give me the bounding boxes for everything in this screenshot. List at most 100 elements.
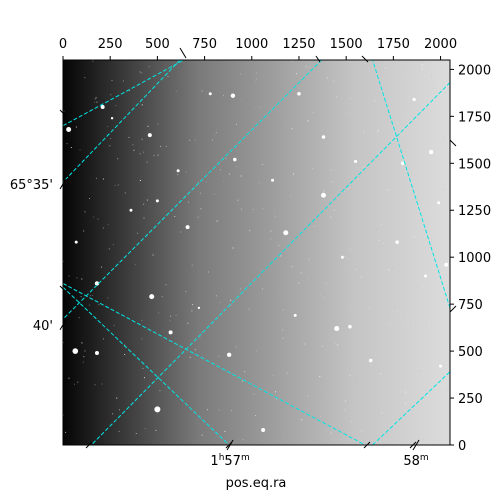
grid-edge-tick xyxy=(449,305,457,313)
noise-speck xyxy=(388,317,390,318)
noise-speck xyxy=(254,106,256,108)
noise-speck xyxy=(402,104,404,106)
noise-speck xyxy=(108,248,110,250)
noise-speck xyxy=(429,329,431,331)
grid-line xyxy=(63,60,181,183)
ra-tick-mark xyxy=(412,439,420,451)
noise-speck xyxy=(263,207,265,209)
noise-speck xyxy=(361,276,362,278)
noise-speck xyxy=(153,155,155,157)
noise-speck xyxy=(101,383,103,385)
noise-speck xyxy=(304,343,306,345)
noise-speck xyxy=(78,317,80,319)
noise-speck xyxy=(334,169,336,171)
noise-speck xyxy=(377,152,379,154)
noise-speck xyxy=(434,407,436,409)
noise-speck xyxy=(378,231,380,233)
noise-speck xyxy=(242,439,244,441)
noise-speck xyxy=(83,230,85,232)
noise-speck xyxy=(84,350,86,352)
noise-speck xyxy=(410,376,412,378)
noise-speck xyxy=(344,191,346,192)
noise-speck xyxy=(349,374,351,376)
noise-speck xyxy=(254,81,256,83)
noise-speck xyxy=(401,164,403,166)
noise-speck xyxy=(435,368,437,370)
noise-speck xyxy=(370,397,372,399)
noise-speck xyxy=(442,385,444,387)
noise-speck xyxy=(284,122,285,124)
pixel-x-axis-top: 0 250 500 750 1000 1250 1500 1750 2000 xyxy=(59,37,457,60)
noise-speck xyxy=(214,135,216,137)
grid-line xyxy=(63,286,230,445)
noise-speck xyxy=(344,409,346,411)
noise-speck xyxy=(122,80,124,82)
noise-speck xyxy=(381,412,383,414)
noise-speck xyxy=(216,220,218,222)
noise-speck xyxy=(146,161,148,163)
noise-speck xyxy=(343,405,345,407)
noise-speck xyxy=(248,308,250,310)
noise-speck xyxy=(318,99,320,101)
noise-speck xyxy=(331,405,333,407)
noise-speck xyxy=(133,149,135,151)
noise-speck xyxy=(428,343,430,345)
noise-speck xyxy=(237,199,239,201)
noise-speck xyxy=(307,120,309,122)
noise-speck xyxy=(301,419,303,421)
noise-speck xyxy=(76,277,78,279)
noise-speck xyxy=(352,336,353,338)
noise-speck xyxy=(337,344,339,346)
noise-speck xyxy=(306,278,308,280)
dec-tick-label: 40' xyxy=(33,319,53,334)
noise-speck xyxy=(139,71,141,73)
noise-speck xyxy=(110,138,111,140)
noise-speck xyxy=(146,199,148,201)
noise-speck xyxy=(63,110,65,112)
grid-line xyxy=(63,283,366,445)
noise-speck xyxy=(399,321,401,323)
noise-speck xyxy=(380,373,382,374)
noise-speck xyxy=(370,166,372,168)
noise-speck xyxy=(79,149,81,151)
noise-speck xyxy=(343,270,344,272)
noise-speck xyxy=(129,90,130,92)
noise-speck xyxy=(112,413,114,415)
ra-tick-label: 58m xyxy=(403,453,428,469)
noise-speck xyxy=(84,77,86,79)
star xyxy=(423,274,427,278)
noise-speck xyxy=(94,384,96,386)
noise-speck xyxy=(448,144,450,146)
y-tick-label: 1000 xyxy=(458,251,491,266)
noise-speck xyxy=(197,181,199,183)
y-tick-label: 750 xyxy=(458,298,483,313)
noise-speck xyxy=(353,109,355,111)
grid-edge-tick xyxy=(85,441,93,449)
noise-speck xyxy=(404,150,406,152)
noise-speck xyxy=(218,355,220,357)
noise-speck xyxy=(113,324,115,326)
noise-speck xyxy=(402,79,404,81)
noise-speck xyxy=(413,324,415,326)
noise-speck xyxy=(308,258,310,260)
grid-line xyxy=(372,60,450,309)
noise-speck xyxy=(270,238,272,240)
noise-speck xyxy=(370,365,372,366)
noise-speck xyxy=(116,397,118,399)
star xyxy=(197,306,201,310)
star xyxy=(155,199,159,203)
noise-speck xyxy=(347,258,349,260)
noise-speck xyxy=(308,293,310,295)
noise-speck xyxy=(357,178,359,180)
noise-speck xyxy=(293,173,294,175)
x-tick-label: 750 xyxy=(192,37,217,52)
noise-speck xyxy=(353,70,355,71)
noise-speck xyxy=(324,137,326,139)
noise-speck xyxy=(446,156,448,158)
noise-speck xyxy=(185,171,187,173)
noise-speck xyxy=(407,317,409,319)
noise-speck xyxy=(197,216,199,218)
noise-speck xyxy=(347,189,349,190)
noise-speck xyxy=(167,76,169,77)
